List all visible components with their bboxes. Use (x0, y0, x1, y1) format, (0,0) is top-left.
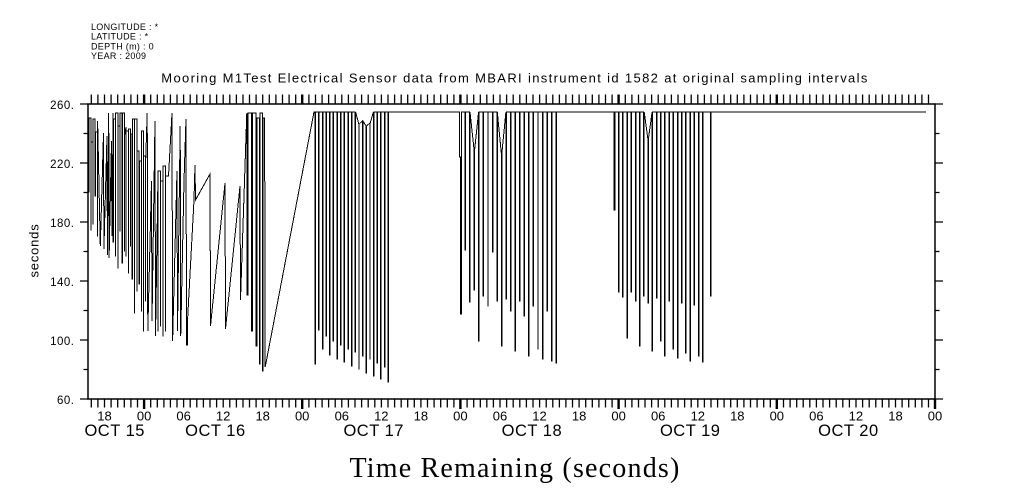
svg-text:YEAR : 2009: YEAR : 2009 (91, 51, 146, 61)
svg-text:18: 18 (572, 408, 586, 423)
svg-text:12: 12 (532, 408, 546, 423)
svg-text:LONGITUDE : *: LONGITUDE : * (91, 22, 159, 32)
svg-text:12: 12 (691, 408, 705, 423)
svg-text:180.: 180. (50, 218, 74, 230)
svg-text:OCT 19: OCT 19 (660, 422, 720, 440)
svg-text:00: 00 (611, 408, 625, 423)
svg-text:12: 12 (216, 408, 230, 423)
svg-text:00: 00 (770, 408, 784, 423)
svg-text:220.: 220. (50, 159, 74, 171)
svg-text:LATITUDE : *: LATITUDE : * (91, 32, 149, 42)
svg-text:00: 00 (137, 408, 151, 423)
svg-text:18: 18 (97, 408, 111, 423)
svg-text:60.: 60. (57, 395, 75, 407)
svg-text:06: 06 (335, 408, 349, 423)
svg-text:OCT 20: OCT 20 (818, 422, 878, 440)
svg-text:12: 12 (849, 408, 863, 423)
svg-text:18: 18 (255, 408, 269, 423)
svg-text:OCT 18: OCT 18 (502, 422, 562, 440)
svg-text:140.: 140. (50, 277, 74, 289)
svg-text:06: 06 (809, 408, 823, 423)
svg-text:OCT 16: OCT 16 (185, 422, 245, 440)
svg-text:18: 18 (888, 408, 902, 423)
svg-text:100.: 100. (50, 336, 74, 348)
svg-text:00: 00 (928, 408, 942, 423)
svg-text:Mooring M1Test Electrical Sens: Mooring M1Test Electrical Sensor data fr… (161, 70, 868, 85)
svg-text:12: 12 (374, 408, 388, 423)
svg-text:260.: 260. (50, 100, 74, 112)
svg-text:OCT 15: OCT 15 (84, 422, 144, 440)
svg-text:OCT 17: OCT 17 (343, 422, 403, 440)
svg-text:seconds: seconds (27, 223, 42, 277)
svg-text:00: 00 (295, 408, 309, 423)
svg-text:06: 06 (176, 408, 190, 423)
svg-text:06: 06 (651, 408, 665, 423)
svg-text:00: 00 (453, 408, 467, 423)
svg-text:Time Remaining (seconds): Time Remaining (seconds) (349, 453, 680, 484)
svg-text:DEPTH (m) : 0: DEPTH (m) : 0 (91, 41, 154, 51)
svg-text:06: 06 (493, 408, 507, 423)
svg-text:18: 18 (730, 408, 744, 423)
svg-text:18: 18 (414, 408, 428, 423)
